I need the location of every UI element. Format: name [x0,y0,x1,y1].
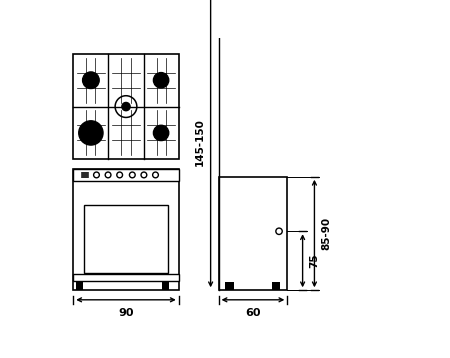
Circle shape [122,102,130,111]
Bar [162,281,169,290]
Bar [73,169,179,290]
Text: 85-90: 85-90 [321,217,332,250]
Circle shape [276,228,282,234]
Bar [73,54,179,159]
Circle shape [153,125,169,141]
Circle shape [83,72,99,88]
Bar [225,282,234,290]
Bar [76,281,83,290]
Bar [272,282,280,290]
Circle shape [79,121,103,145]
Text: 145-150: 145-150 [195,118,205,166]
Bar [84,205,168,273]
Bar [219,177,287,290]
Circle shape [105,172,111,178]
Circle shape [153,73,169,88]
Text: 90: 90 [118,308,134,318]
Circle shape [117,172,122,178]
Circle shape [94,172,99,178]
Circle shape [141,172,147,178]
Circle shape [153,172,158,178]
Circle shape [130,172,135,178]
Bar [73,169,179,181]
Text: 75: 75 [310,253,320,268]
Bar [73,275,179,281]
Text: 60: 60 [245,308,261,318]
